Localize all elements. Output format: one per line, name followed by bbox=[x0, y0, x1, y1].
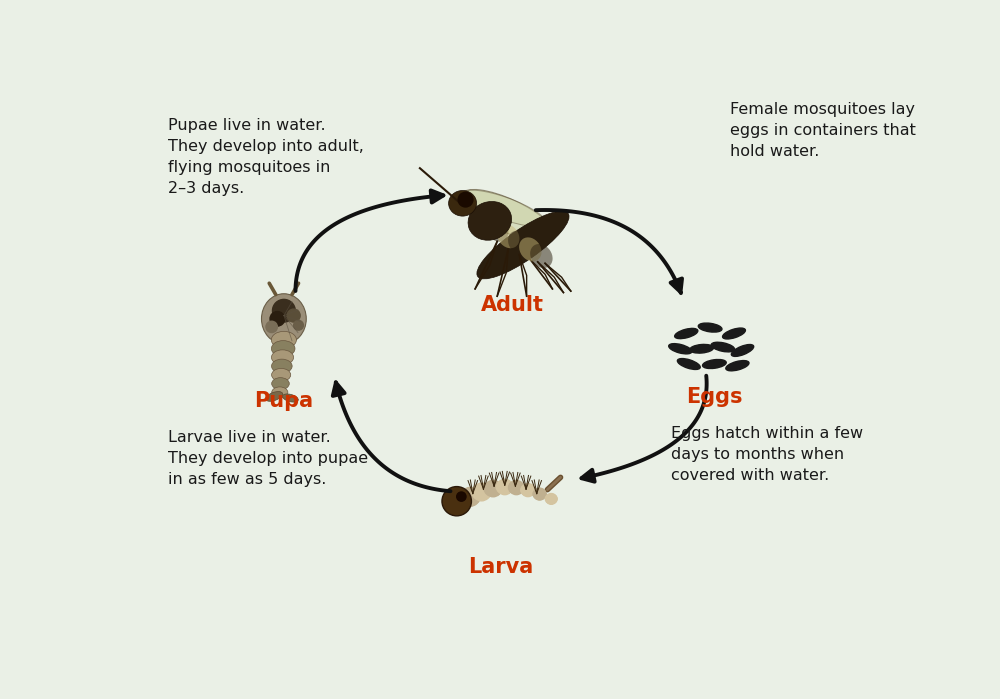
Ellipse shape bbox=[272, 368, 291, 382]
Text: Female mosquitoes lay
eggs in containers that
hold water.: Female mosquitoes lay eggs in containers… bbox=[730, 102, 915, 159]
Circle shape bbox=[534, 488, 546, 500]
Text: Larva: Larva bbox=[468, 556, 534, 577]
Ellipse shape bbox=[521, 484, 535, 496]
Text: Adult: Adult bbox=[481, 295, 544, 315]
Ellipse shape bbox=[731, 345, 754, 356]
Circle shape bbox=[485, 480, 501, 497]
Ellipse shape bbox=[484, 481, 502, 496]
Ellipse shape bbox=[669, 344, 692, 354]
Ellipse shape bbox=[496, 480, 513, 494]
Text: Eggs: Eggs bbox=[686, 387, 742, 408]
Ellipse shape bbox=[533, 489, 546, 500]
Circle shape bbox=[497, 480, 512, 495]
Ellipse shape bbox=[726, 361, 749, 370]
Ellipse shape bbox=[461, 189, 555, 242]
Ellipse shape bbox=[261, 294, 306, 344]
Ellipse shape bbox=[508, 481, 524, 494]
Ellipse shape bbox=[545, 494, 557, 504]
Ellipse shape bbox=[698, 323, 722, 332]
Text: Eggs hatch within a few
days to months when
covered with water.: Eggs hatch within a few days to months w… bbox=[671, 426, 864, 483]
Ellipse shape bbox=[508, 231, 531, 255]
Ellipse shape bbox=[477, 211, 569, 279]
Circle shape bbox=[473, 483, 490, 501]
Ellipse shape bbox=[271, 331, 296, 348]
Ellipse shape bbox=[272, 359, 292, 373]
Text: Pupa: Pupa bbox=[254, 391, 313, 411]
Circle shape bbox=[521, 484, 535, 496]
Ellipse shape bbox=[459, 489, 480, 505]
Circle shape bbox=[272, 299, 295, 322]
Text: Pupae live in water.
They develop into adult,
flying mosquitoes in
2–3 days.: Pupae live in water. They develop into a… bbox=[168, 117, 364, 196]
Circle shape bbox=[458, 192, 473, 207]
Circle shape bbox=[270, 312, 285, 326]
Ellipse shape bbox=[271, 350, 294, 365]
Ellipse shape bbox=[272, 387, 288, 398]
Circle shape bbox=[266, 322, 277, 333]
Circle shape bbox=[546, 493, 557, 504]
Ellipse shape bbox=[282, 394, 298, 402]
Ellipse shape bbox=[463, 190, 546, 226]
Circle shape bbox=[460, 487, 479, 506]
Ellipse shape bbox=[272, 377, 289, 389]
Ellipse shape bbox=[472, 484, 491, 500]
Ellipse shape bbox=[677, 359, 700, 370]
Circle shape bbox=[294, 320, 303, 330]
Ellipse shape bbox=[486, 217, 508, 242]
Ellipse shape bbox=[703, 359, 726, 368]
Text: Larvae live in water.
They develop into pupae
in as few as 5 days.: Larvae live in water. They develop into … bbox=[168, 430, 368, 487]
Circle shape bbox=[509, 480, 524, 495]
Ellipse shape bbox=[723, 328, 745, 339]
Ellipse shape bbox=[497, 224, 519, 248]
Ellipse shape bbox=[271, 340, 295, 356]
Ellipse shape bbox=[690, 345, 713, 353]
Ellipse shape bbox=[711, 343, 735, 352]
Ellipse shape bbox=[449, 191, 477, 216]
Circle shape bbox=[457, 492, 466, 501]
Ellipse shape bbox=[475, 211, 497, 235]
Circle shape bbox=[287, 309, 300, 322]
Ellipse shape bbox=[675, 329, 698, 338]
Ellipse shape bbox=[530, 244, 553, 268]
Ellipse shape bbox=[519, 238, 542, 261]
Ellipse shape bbox=[266, 391, 283, 401]
Circle shape bbox=[448, 493, 468, 513]
Ellipse shape bbox=[468, 201, 512, 240]
Circle shape bbox=[442, 487, 471, 516]
